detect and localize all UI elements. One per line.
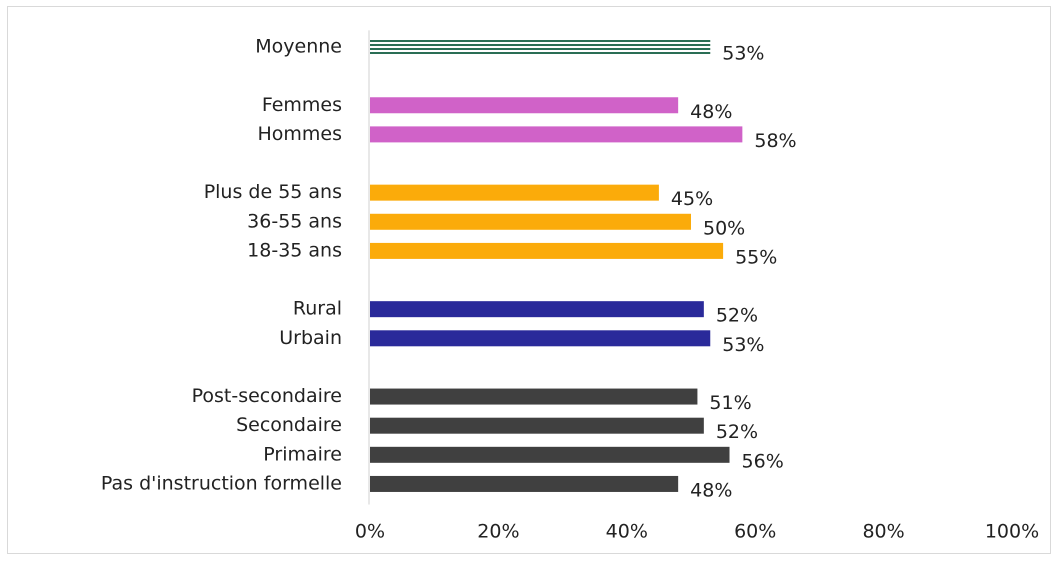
y-tick-label: 36-55 ans xyxy=(247,210,342,232)
x-tick-label: 80% xyxy=(862,521,904,543)
bar xyxy=(370,388,698,405)
value-label: 55% xyxy=(735,246,777,268)
bar xyxy=(370,184,659,201)
value-label: 51% xyxy=(709,392,751,414)
y-tick-label: Plus de 55 ans xyxy=(204,181,342,203)
bar xyxy=(370,301,704,318)
y-tick-label: Moyenne xyxy=(255,36,342,58)
chart-frame xyxy=(7,6,1051,554)
x-tick-label: 100% xyxy=(985,521,1039,543)
value-label: 53% xyxy=(722,334,764,356)
value-label: 56% xyxy=(742,450,784,472)
x-tick-label: 20% xyxy=(477,521,519,543)
y-tick-label: Urbain xyxy=(279,327,342,349)
bar xyxy=(370,330,711,347)
y-tick-label: Rural xyxy=(293,298,342,320)
x-tick-label: 40% xyxy=(606,521,648,543)
x-tick-label: 0% xyxy=(355,521,385,543)
value-label: 48% xyxy=(690,479,732,501)
bar xyxy=(370,242,724,259)
y-tick-label: Secondaire xyxy=(236,414,342,436)
bar xyxy=(370,417,704,434)
y-tick-label: Post-secondaire xyxy=(192,385,342,407)
y-tick-label: Pas d'instruction formelle xyxy=(101,472,342,494)
y-tick-label: Femmes xyxy=(262,94,342,116)
value-label: 52% xyxy=(716,305,758,327)
bar xyxy=(370,126,743,143)
y-tick-label: Primaire xyxy=(263,443,342,465)
y-tick-label: Hommes xyxy=(257,123,342,145)
value-label: 48% xyxy=(690,101,732,123)
bar xyxy=(370,97,679,114)
value-label: 52% xyxy=(716,421,758,443)
y-tick-label: 18-35 ans xyxy=(247,239,342,261)
value-label: 45% xyxy=(671,188,713,210)
value-label: 50% xyxy=(703,217,745,239)
value-label: 58% xyxy=(754,130,796,152)
bar xyxy=(370,213,691,230)
x-tick-label: 60% xyxy=(734,521,776,543)
bar xyxy=(370,475,679,492)
bar xyxy=(370,446,730,463)
value-label: 53% xyxy=(722,43,764,65)
bar xyxy=(370,39,711,55)
